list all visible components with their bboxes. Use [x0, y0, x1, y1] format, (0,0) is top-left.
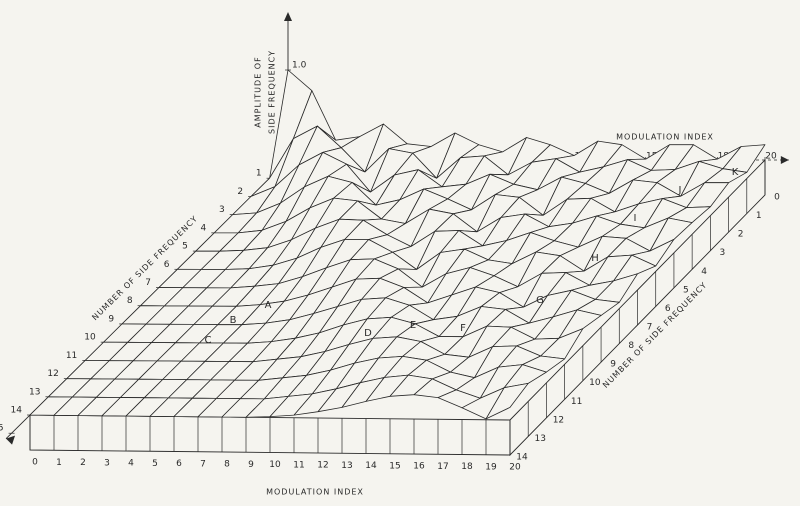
- arrow: [780, 156, 789, 164]
- x-tick-label: 18: [461, 462, 473, 472]
- annotation: A: [265, 300, 272, 311]
- z-axis-label: SIDE FREQUENCY: [268, 50, 277, 134]
- x-tick-label: 20: [509, 463, 521, 473]
- y-tick-label: 9: [610, 360, 616, 370]
- x-tick-label: 11: [293, 460, 304, 470]
- z-axis-label: AMPLITUDE OF: [254, 56, 263, 127]
- annotation: H: [591, 253, 599, 264]
- x-tick-label: 9: [248, 460, 254, 470]
- y-tick-label: 13: [29, 387, 40, 397]
- x-tick-label: 17: [437, 462, 448, 472]
- annotation: I: [634, 213, 637, 224]
- y-tick-label: 8: [127, 296, 133, 306]
- surface-patch: [485, 382, 529, 420]
- x-tick-label: 16: [413, 462, 425, 472]
- x-tick-label: 4: [128, 459, 134, 469]
- x-tick-label: 1: [56, 458, 62, 468]
- y-tick-label: 12: [47, 369, 58, 379]
- y-tick-label: 8: [628, 341, 634, 351]
- y-tick-label: 2: [738, 230, 744, 240]
- y-tick-label: 0: [774, 193, 780, 203]
- x-tick-label: 7: [200, 459, 206, 469]
- x-tick-label: 14: [365, 461, 377, 471]
- y-tick-label: 6: [665, 304, 671, 314]
- y-tick-label: 11: [571, 397, 582, 407]
- y-tick-label: 14: [11, 406, 23, 416]
- y-tick-label: 12: [553, 415, 564, 425]
- y-tick-label: 3: [219, 205, 225, 215]
- y-tick-label: 14: [516, 453, 528, 463]
- y-tick-label: 4: [201, 223, 207, 233]
- x-tick-label: 2: [80, 458, 86, 468]
- y-tick-label: 6: [164, 260, 170, 270]
- y-tick-label: 13: [534, 434, 545, 444]
- arrow: [284, 12, 292, 21]
- y-tick-label: 15: [0, 424, 4, 434]
- annotation: D: [364, 328, 372, 339]
- x-tick-label: 3: [104, 458, 110, 468]
- z-tick-label: 1.0: [292, 61, 307, 71]
- x-tick-label: 6: [176, 459, 182, 469]
- y-tick-label: 10: [84, 333, 96, 343]
- y-tick-label: 4: [701, 267, 707, 277]
- x-tick-label: 20: [765, 152, 777, 162]
- y-tick-label: 2: [237, 187, 243, 197]
- annotation: B: [230, 315, 237, 326]
- annotation: J: [678, 185, 682, 196]
- x-tick-label: 13: [341, 461, 352, 471]
- annotation: E: [410, 320, 416, 331]
- y-tick-label: 10: [589, 378, 601, 388]
- x-tick-label: 8: [224, 460, 230, 470]
- y-tick-label: 3: [719, 248, 725, 258]
- annotation: K: [732, 167, 739, 178]
- y-tick-label: 1: [256, 169, 262, 179]
- x-tick-label: 19: [485, 462, 497, 472]
- y-tick-label: 5: [182, 242, 188, 252]
- annotation: F: [460, 323, 466, 334]
- x-tick-label: 5: [152, 459, 158, 469]
- y-tick-label: 1: [756, 211, 762, 221]
- x-tick-label: 0: [32, 458, 38, 468]
- x-tick-label: 12: [317, 461, 328, 471]
- x-tick-label: 10: [269, 460, 281, 470]
- annotation: G: [536, 295, 544, 306]
- x-tick-label: 15: [389, 461, 400, 471]
- annotation: C: [205, 335, 212, 346]
- y-tick-label: 11: [66, 351, 77, 361]
- y-tick-label: 9: [108, 314, 114, 324]
- y-tick-label: 5: [683, 285, 689, 295]
- y-tick-label: 7: [647, 323, 653, 333]
- arrow: [6, 435, 16, 445]
- x-axis-label-front: MODULATION INDEX: [266, 488, 364, 497]
- x-axis-label-back: MODULATION INDEX: [616, 133, 714, 142]
- y-tick-label: 7: [145, 278, 151, 288]
